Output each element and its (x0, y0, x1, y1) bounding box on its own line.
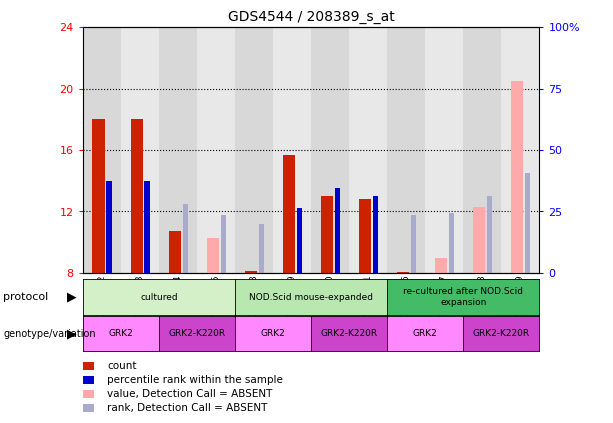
Text: value, Detection Call = ABSENT: value, Detection Call = ABSENT (107, 389, 273, 399)
Bar (463, 27, 501, 273)
Text: NOD.Scid mouse-expanded: NOD.Scid mouse-expanded (249, 293, 373, 302)
Bar (169, 231, 181, 273)
Bar (397, 272, 409, 273)
Bar (311, 27, 349, 273)
Bar (501, 27, 539, 273)
Bar (387, 27, 425, 273)
Text: re-cultured after NOD.Scid
expansion: re-cultured after NOD.Scid expansion (403, 288, 524, 307)
Bar (411, 214, 416, 273)
Bar (121, 27, 159, 273)
Bar (259, 224, 264, 273)
Bar (425, 27, 463, 273)
Bar (297, 209, 302, 273)
Bar (349, 27, 387, 273)
Bar (273, 27, 311, 273)
Text: percentile rank within the sample: percentile rank within the sample (107, 375, 283, 385)
Bar (487, 196, 492, 273)
Bar (435, 258, 447, 273)
Bar (473, 207, 485, 273)
Text: genotype/variation: genotype/variation (3, 329, 96, 339)
Bar (145, 181, 150, 273)
Bar (335, 189, 340, 273)
Text: ▶: ▶ (67, 291, 77, 304)
Bar (511, 81, 524, 273)
Bar (283, 155, 295, 273)
Bar (83, 27, 121, 273)
Text: GRK2-K220R: GRK2-K220R (169, 329, 226, 338)
Bar (245, 271, 257, 273)
Text: GRK2-K220R: GRK2-K220R (473, 329, 530, 338)
Bar (235, 27, 273, 273)
Bar (449, 213, 454, 273)
Text: protocol: protocol (3, 292, 48, 302)
Text: count: count (107, 361, 137, 371)
Text: GRK2-K220R: GRK2-K220R (321, 329, 378, 338)
Bar (159, 27, 197, 273)
Bar (197, 27, 235, 273)
Bar (525, 173, 530, 273)
Bar (321, 196, 333, 273)
Bar (183, 204, 188, 273)
Bar (207, 238, 219, 273)
Bar (359, 199, 371, 273)
Text: GRK2: GRK2 (109, 329, 133, 338)
Text: GRK2: GRK2 (261, 329, 286, 338)
Text: cultured: cultured (140, 293, 178, 302)
Bar (93, 119, 105, 273)
Bar (221, 214, 226, 273)
Bar (373, 196, 378, 273)
Bar (107, 181, 112, 273)
Bar (131, 119, 143, 273)
Text: rank, Detection Call = ABSENT: rank, Detection Call = ABSENT (107, 403, 268, 413)
Text: ▶: ▶ (67, 327, 77, 340)
Text: GRK2: GRK2 (413, 329, 438, 338)
Title: GDS4544 / 208389_s_at: GDS4544 / 208389_s_at (227, 10, 395, 24)
